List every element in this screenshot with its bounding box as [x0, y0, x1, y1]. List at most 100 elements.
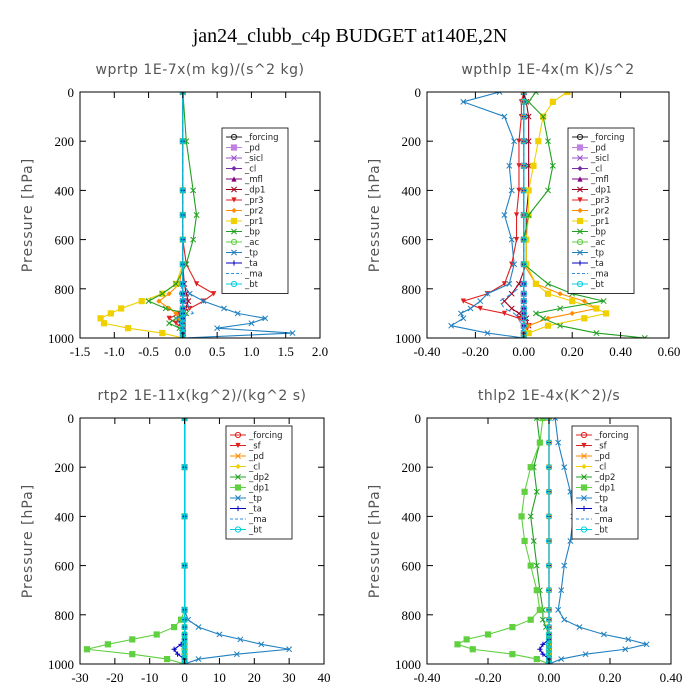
panel-title: rtp2 1E-11x(kg^2)/(kg^2 s) [98, 388, 307, 404]
x-tick-label: -1.5 [70, 344, 91, 359]
data-point-pr2 [173, 310, 179, 316]
y-tick-label: 800 [402, 608, 422, 623]
legend-label-ma: _ma [248, 515, 267, 525]
data-point-bp [540, 315, 547, 322]
data-point-tp [234, 310, 241, 317]
data-point-dp1 [171, 624, 178, 631]
series-line-dp1 [86, 418, 186, 664]
legend-marker-mfl [577, 176, 583, 182]
data-point-bt [179, 290, 186, 297]
legend-label-cl: _cl [594, 463, 606, 473]
y-tick-label: 800 [55, 608, 75, 623]
x-tick-label: 0.20 [599, 670, 622, 685]
x-tick-label: -0.20 [474, 670, 501, 685]
data-point-dp1 [527, 562, 534, 569]
data-point-tp [508, 187, 515, 194]
y-axis-label: Pressure [hPa] [20, 484, 36, 598]
legend-label-pd: _pd [244, 144, 260, 154]
x-tick-label: 0.60 [658, 344, 681, 359]
legend-label-ta: _ta [248, 505, 262, 515]
x-tick-label: 0.00 [512, 344, 535, 359]
data-point-pr2 [526, 323, 532, 329]
data-point-tp [600, 631, 607, 638]
data-point-bp [190, 236, 197, 243]
data-point-tp [286, 646, 293, 653]
data-point-pr1 [569, 298, 576, 305]
y-axis-label: Pressure [hPa] [367, 484, 383, 598]
legend-marker-tp [231, 249, 237, 256]
y-tick-label: 600 [402, 233, 422, 248]
series-group [454, 418, 650, 664]
data-point-tp [561, 562, 568, 569]
y-tick-label: 600 [55, 559, 75, 574]
data-point-bt [520, 162, 527, 169]
data-point-dp1 [527, 616, 534, 623]
series-line-pr3 [461, 92, 530, 338]
data-point-bp [159, 290, 166, 297]
data-point-bt [545, 624, 553, 631]
data-point-bt [181, 513, 188, 520]
y-tick-label: 400 [402, 509, 422, 524]
legend-label-tp: _tp [594, 494, 608, 504]
legend-marker-pr3 [577, 197, 583, 203]
data-point-pr1 [138, 298, 145, 305]
data-point-dp2 [530, 538, 537, 544]
data-point-bp [549, 162, 556, 169]
y-tick-label: 1000 [48, 657, 74, 672]
data-point-ta [537, 646, 543, 652]
x-tick-label: 0.5 [209, 344, 225, 359]
data-point-pr1 [118, 305, 125, 312]
data-point-bt [520, 138, 527, 145]
data-point-bt [520, 298, 527, 305]
data-point-pr3 [173, 320, 179, 326]
data-point-tp [582, 651, 589, 658]
data-point-tp [195, 624, 202, 631]
legend-marker-cl [581, 463, 587, 470]
legend-label-tp: _tp [244, 249, 258, 259]
x-tick-label: -30 [71, 670, 88, 685]
data-point-dp1 [164, 655, 171, 663]
legend: _forcing_sf_pd_cl_dp2_dp1_tp_ta_ma_bt [571, 425, 639, 540]
data-point-bt [179, 236, 186, 243]
data-point-dp1 [129, 636, 136, 643]
data-point-tp [484, 290, 491, 297]
data-point-bp [540, 113, 547, 120]
data-point-dp2 [533, 562, 540, 569]
y-tick-label: 200 [55, 460, 75, 475]
legend-label-ta: _ta [594, 505, 608, 515]
data-point-tp [457, 310, 464, 317]
data-point-bt [545, 513, 553, 520]
x-tick-label: 2.0 [312, 344, 328, 359]
data-point-pr1 [159, 329, 166, 337]
legend-label-tp: _tp [590, 249, 604, 259]
legend-marker-tp [581, 495, 587, 501]
data-point-dp1 [509, 651, 516, 658]
data-point-bt [520, 236, 527, 243]
x-tick-label: 0.0 [175, 344, 191, 359]
data-point-pr3 [501, 281, 508, 287]
legend-label-pd: _pd [590, 144, 606, 154]
data-point-tp [484, 330, 491, 337]
data-point-dp1 [536, 439, 543, 446]
data-point-dp1 [518, 513, 525, 520]
legend-marker-cl [231, 165, 237, 172]
legend-marker-pd [235, 453, 241, 459]
data-point-bt [181, 624, 188, 631]
x-tick-label: -0.20 [462, 344, 489, 359]
legend-label-dp1: _dp1 [244, 186, 265, 196]
data-point-pr2 [166, 291, 172, 297]
legend-label-dp1: _dp1 [248, 484, 269, 494]
legend-label-ta: _ta [244, 259, 258, 269]
legend-marker-bt [580, 526, 588, 533]
legend-label-pr1: _pr1 [244, 217, 264, 227]
x-tick-label: 0.40 [609, 344, 632, 359]
legend-label-bt: _bt [594, 526, 609, 536]
legend-label-ma: _ma [594, 515, 613, 525]
legend-label-sicl: _sicl [590, 154, 609, 164]
x-tick-label: -10 [141, 670, 158, 685]
legend-marker-forcing [576, 133, 584, 141]
x-tick-label: 0.40 [660, 670, 683, 685]
data-point-bt [545, 488, 553, 495]
data-point-pr3 [193, 281, 200, 287]
data-point-bt [179, 138, 186, 145]
